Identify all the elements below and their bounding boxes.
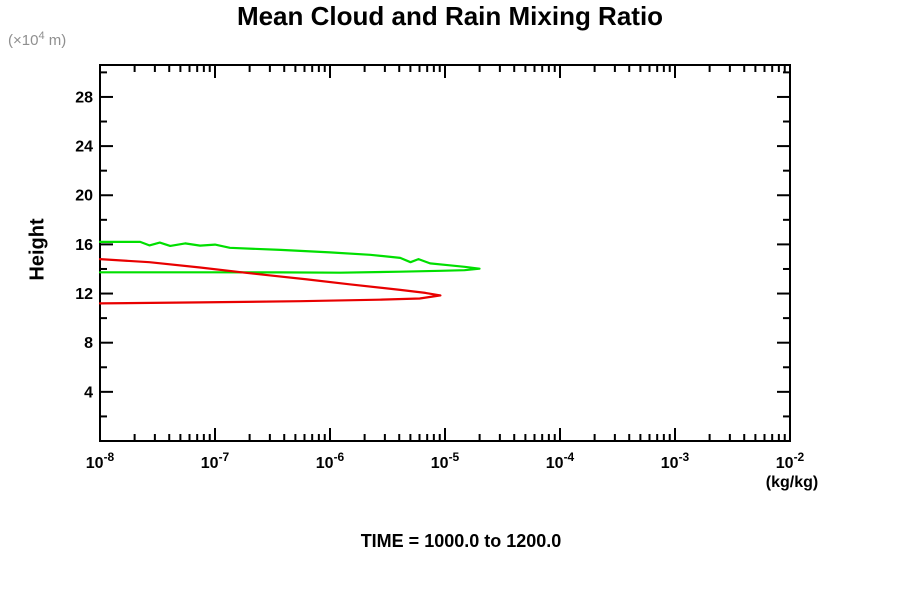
x-tick-label: 10-4 xyxy=(546,450,575,472)
x-tick-label: 10-7 xyxy=(201,450,230,472)
axes-frame xyxy=(99,64,791,442)
y-tick-label: 4 xyxy=(84,384,93,401)
y-tick-label: 8 xyxy=(84,335,93,352)
y-tick-label: 16 xyxy=(75,237,93,254)
y-unit-suffix: m) xyxy=(44,32,67,49)
x-axis-unit-label: (kg/kg) xyxy=(765,474,819,491)
x-tick-label: 10-8 xyxy=(86,450,115,472)
cloud-curve xyxy=(98,240,481,274)
y-tick-label: 12 xyxy=(75,286,93,303)
y-tick-label: 20 xyxy=(75,188,93,205)
y-tick-label: 28 xyxy=(75,89,93,106)
y-tick-label: 24 xyxy=(75,139,93,156)
rain-curve xyxy=(98,258,442,305)
y-axis-unit-label: (×104 m) xyxy=(8,30,66,49)
y-unit-exponent: 4 xyxy=(38,30,45,42)
x-tick-label: 10-5 xyxy=(431,450,460,472)
x-tick-label: 10-3 xyxy=(661,450,690,472)
chart-title: Mean Cloud and Rain Mixing Ratio xyxy=(236,1,664,31)
x-tick-label: 10-6 xyxy=(316,450,345,472)
x-tick-label: 10-2 xyxy=(776,450,805,472)
y-unit-prefix: (×10 xyxy=(8,32,39,49)
time-caption: TIME = 1000.0 to 1200.0 xyxy=(360,531,562,551)
